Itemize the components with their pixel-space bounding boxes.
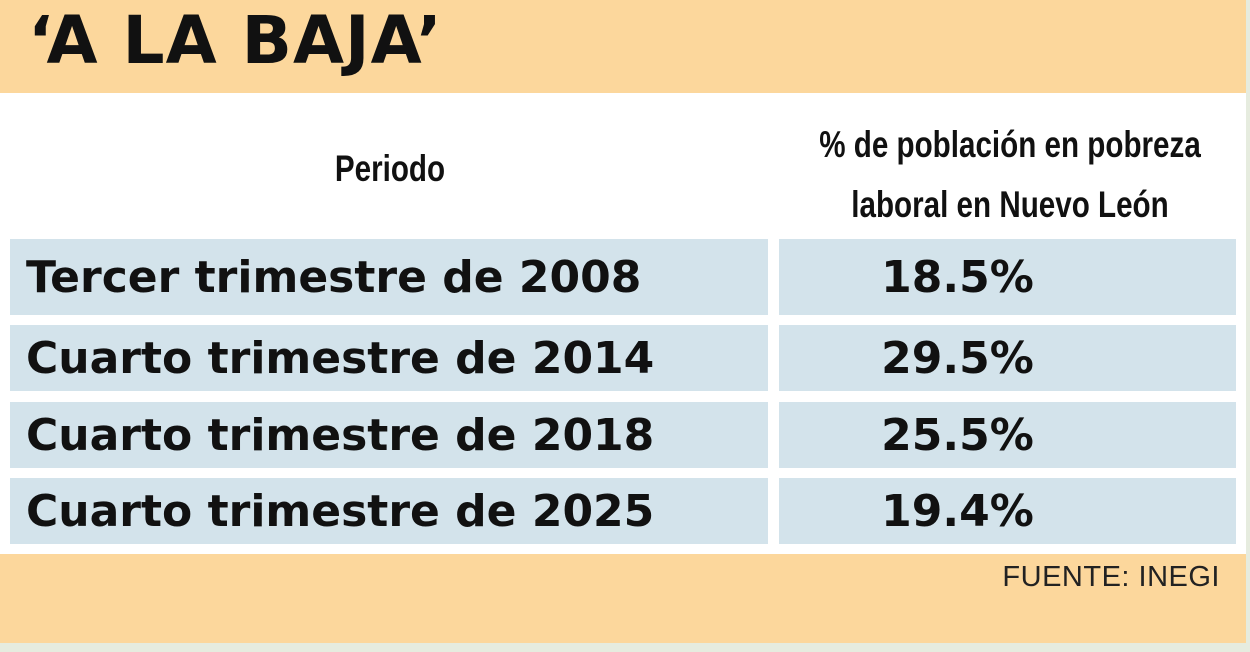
table-body: Tercer trimestre de 2008 18.5% Cuarto trim… xyxy=(0,93,1246,554)
table-cell-period: Cuarto trimestre de 2018 xyxy=(10,402,768,468)
table-cell-value: 18.5% xyxy=(779,239,1236,315)
table-cell-period: Cuarto trimestre de 2025 xyxy=(10,478,768,544)
column-header-percentage: % de población en pobreza laboral en Nue… xyxy=(819,124,1201,225)
infographic-title: ‘A LA BAJA’ xyxy=(28,2,443,79)
table-cell-period: Tercer trimestre de 2008 xyxy=(10,239,768,315)
table-cell-value: 29.5% xyxy=(779,325,1236,391)
table-cell-period: Cuarto trimestre de 2014 xyxy=(10,325,768,391)
column-header-period: Periodo xyxy=(334,148,446,189)
source-note: FUENTE: INEGI xyxy=(1002,561,1220,593)
data-table: Periodo % de población en pobreza labora… xyxy=(0,93,1246,554)
table-cell-value: 19.4% xyxy=(779,478,1236,544)
table-cell-value: 25.5% xyxy=(779,402,1236,468)
